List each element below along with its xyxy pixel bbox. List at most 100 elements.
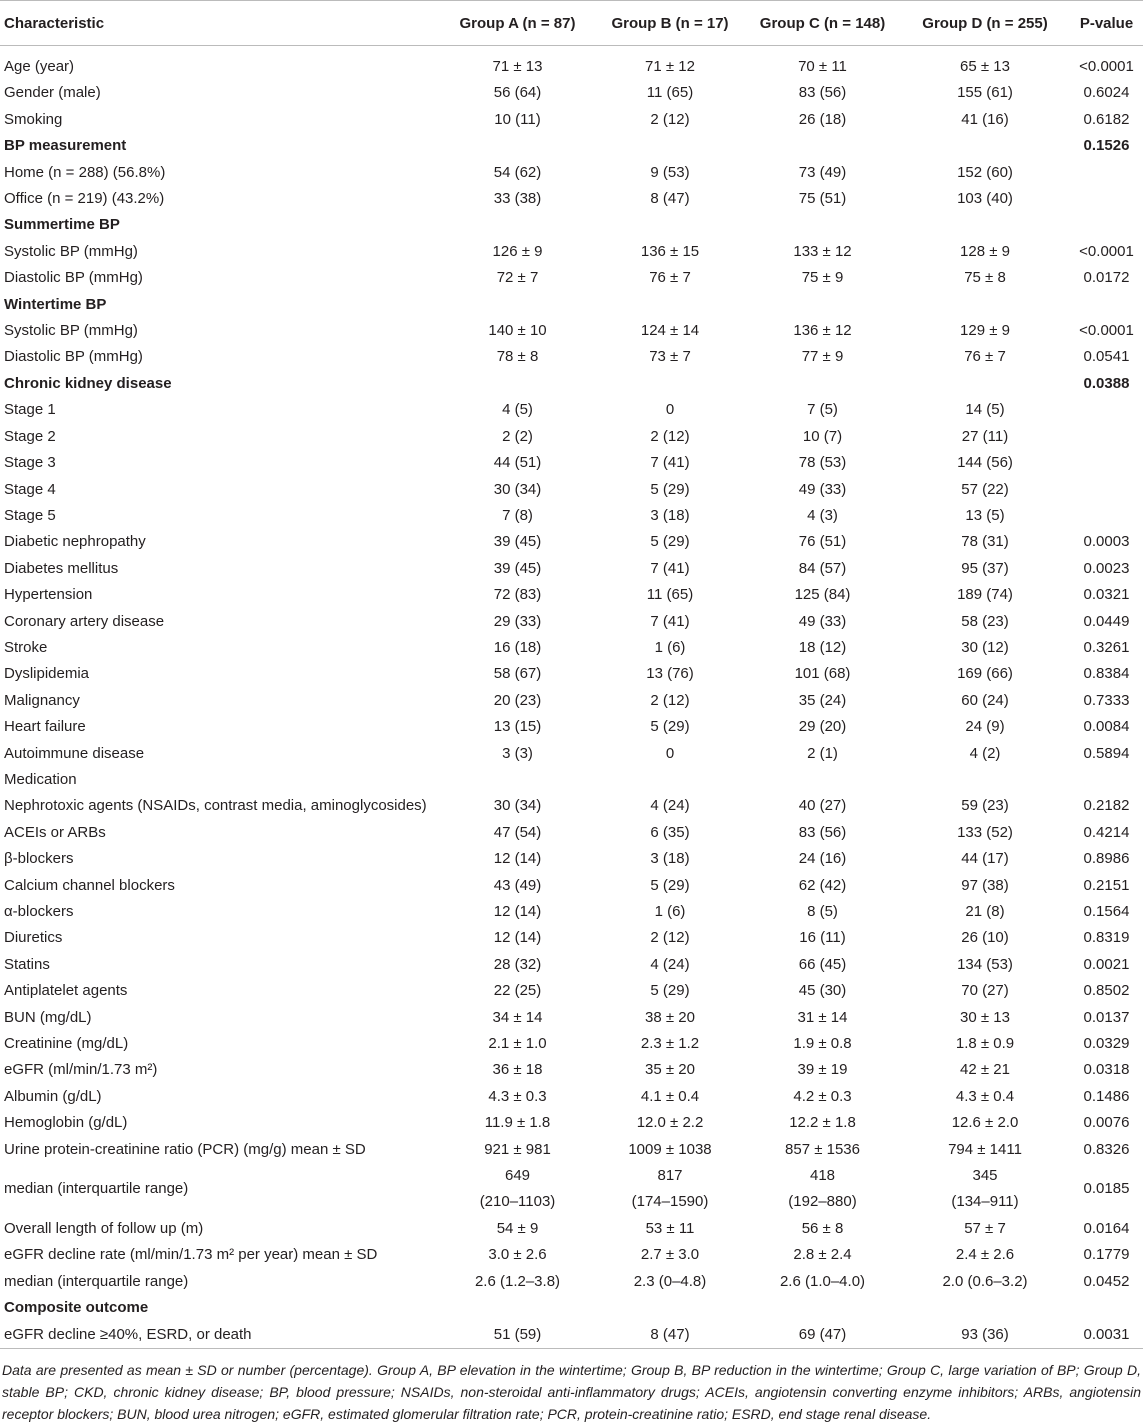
cell: 0.0449 (1083, 612, 1130, 630)
table-row: Stage 2 2 (2) 2 (12) 10 (7) 27 (11) (0, 424, 1143, 450)
cell: 0.0031 (1083, 1325, 1130, 1343)
table-row: median (interquartile range) 2.6 (1.2–3.8… (0, 1269, 1143, 1295)
cell: 51 (59) (493, 1325, 542, 1343)
cell: 56 (64) (493, 84, 542, 102)
cell: 2.4 ± 2.6 (955, 1246, 1015, 1264)
cell: 128 ± 9 (960, 242, 1010, 260)
table-row: Chronic kidney disease 0.0388 (0, 371, 1143, 397)
cell: 14 (5) (965, 401, 1005, 419)
row-label: eGFR decline ≥40%, ESRD, or death (4, 1325, 252, 1343)
cell: 0.0003 (1083, 533, 1130, 551)
cell: 12.0 ± 2.2 (636, 1114, 704, 1132)
cell: 72 ± 7 (496, 269, 539, 287)
row-label: Stroke (4, 638, 48, 656)
table-row: Gender (male) 56 (64) 11 (65) 83 (56) 155 (6… (0, 80, 1143, 106)
cell: 11 (65) (646, 586, 694, 604)
cell: 72 (83) (493, 586, 542, 604)
row-label: Medication (4, 770, 77, 788)
cell: 78 ± 8 (496, 348, 539, 366)
table-row: Hemoglobin (g/dL) 11.9 ± 1.8 12.0 ± 2.2 12.… (0, 1110, 1143, 1136)
cell: 2.7 ± 3.0 (640, 1246, 700, 1264)
cell: 16 (11) (799, 929, 846, 947)
cell: 70 (27) (961, 982, 1009, 1000)
cell (595, 371, 745, 397)
cell: 56 ± 8 (801, 1219, 844, 1237)
table-row: Diabetic nephropathy 39 (45) 5 (29) 76 (51)… (0, 529, 1143, 555)
cell: 2 (12) (650, 110, 690, 128)
table-row: Antiplatelet agents 22 (25) 5 (29) 45 (30) 7… (0, 978, 1143, 1004)
cell: 0.1526 (1083, 137, 1130, 155)
cell: 39 ± 19 (797, 1061, 848, 1079)
cell (900, 292, 1070, 318)
cell: 129 ± 9 (960, 322, 1010, 340)
cell (595, 212, 745, 238)
row-label: Albumin (g/dL) (4, 1087, 102, 1105)
cell: 126 ± 9 (492, 242, 543, 260)
cell: 59 (23) (961, 797, 1009, 815)
cell: 1 (6) (654, 638, 686, 656)
cell: 4.1 ± 0.4 (640, 1087, 700, 1105)
cell: 24 (9) (965, 718, 1005, 736)
cell: 2 (12) (650, 427, 690, 445)
cell: 18 (12) (798, 638, 847, 656)
row-label: Stage 1 (4, 401, 56, 419)
cell: 26 (10) (961, 929, 1009, 947)
cell: 2.3 ± 1.2 (640, 1035, 700, 1053)
cell: 10 (7) (802, 427, 843, 445)
row-label: ACEIs or ARBs (4, 823, 106, 841)
cell: 0.0084 (1083, 718, 1130, 736)
cell: 13 (76) (646, 665, 694, 683)
table-row: α-blockers 12 (14) 1 (6) 8 (5) 21 (8) 0.1564 (0, 899, 1143, 925)
cell: 66 (45) (798, 955, 847, 973)
footnote: Data are presented as mean ± SD or numbe… (2, 1361, 1141, 1422)
cell (440, 371, 595, 397)
cell (440, 212, 595, 238)
cell: 75 ± 8 (964, 269, 1006, 287)
cell: 13 (15) (493, 718, 542, 736)
cell: 12.6 ± 2.0 (951, 1114, 1019, 1132)
row-label: Home (n = 288) (56.8%) (4, 163, 166, 181)
table-row: Summertime BP (0, 212, 1143, 238)
cell: 34 ± 14 (492, 1008, 543, 1026)
cell: 53 ± 11 (645, 1219, 695, 1237)
table-row: Smoking 10 (11) 2 (12) 26 (18) 41 (16) 0.6182 (0, 107, 1143, 133)
cell: 0.0452 (1083, 1272, 1130, 1290)
cell: 10 (11) (494, 110, 541, 128)
table-row: BP measurement 0.1526 (0, 133, 1143, 159)
row-label: Overall length of follow up (m) (4, 1219, 204, 1237)
cell: <0.0001 (1079, 58, 1134, 75)
table-row: Dyslipidemia 58 (67) 13 (76) 101 (68) 169 (6… (0, 661, 1143, 687)
row-label: Stage 2 (4, 427, 56, 445)
cell: 2.3 (0–4.8) (633, 1272, 707, 1290)
cell: 5 (29) (650, 982, 690, 1000)
row-label: α-blockers (4, 903, 74, 920)
cell: 78 (53) (798, 454, 847, 472)
row-label: Malignancy (4, 691, 80, 709)
cell: 73 (49) (798, 163, 847, 181)
cell: 12 (14) (493, 903, 542, 920)
cell (900, 212, 1070, 238)
cell: 75 ± 9 (801, 269, 844, 287)
cell: 2.1 ± 1.0 (488, 1035, 547, 1053)
row-label: Autoimmune disease (4, 744, 145, 762)
cell: 44 (51) (493, 454, 542, 472)
cell: 44 (17) (961, 850, 1009, 868)
cell: 0.6024 (1083, 84, 1130, 102)
cell: <0.0001 (1079, 322, 1134, 340)
cell (745, 1295, 900, 1321)
table-row: ACEIs or ARBs 47 (54) 6 (35) 83 (56) 133 (52… (0, 820, 1143, 846)
cell: 1.9 ± 0.8 (793, 1035, 852, 1053)
cell: 5 (29) (650, 718, 690, 736)
cell: 84 (57) (798, 559, 847, 577)
cell: 40 (27) (798, 797, 847, 815)
cell: 83 (56) (798, 823, 847, 841)
cell (745, 767, 900, 793)
table-row: Wintertime BP (0, 292, 1143, 318)
cell: 0.3261 (1083, 638, 1130, 656)
table-row: Malignancy 20 (23) 2 (12) 35 (24) 60 (24) 0.7… (0, 688, 1143, 714)
row-label: Diabetic nephropathy (4, 533, 146, 551)
cell: 0.0164 (1083, 1219, 1130, 1237)
cell: 2.0 (0.6–3.2) (942, 1272, 1028, 1290)
cell: 49 (33) (798, 480, 847, 498)
